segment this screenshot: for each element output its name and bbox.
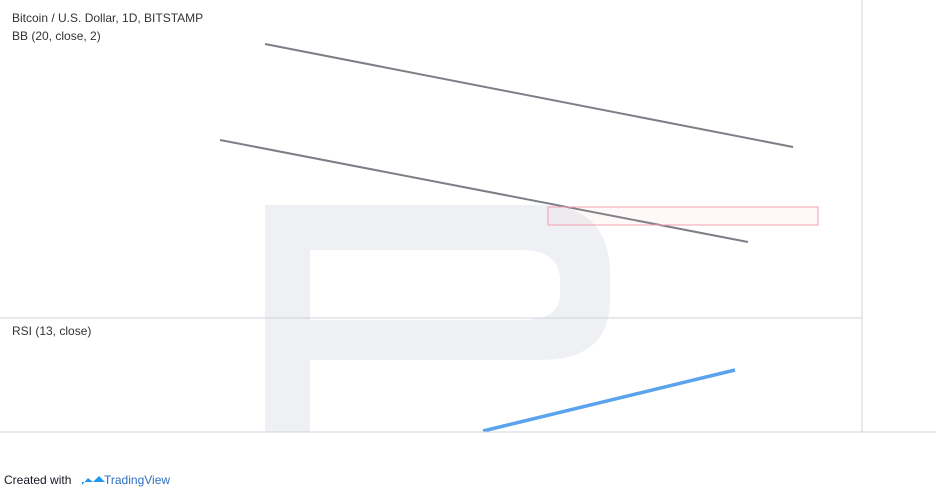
footer-brand[interactable]: TradingView [104,473,170,487]
chart-title: Bitcoin / U.S. Dollar, 1D, BITSTAMP [12,11,203,25]
rsi-trendline [482,368,736,433]
footer-text: Created with [4,473,71,487]
tv-logo[interactable] [82,476,105,485]
channel-upper [264,43,794,148]
drawings [219,43,819,433]
rsi-label: RSI (13, close) [12,324,91,338]
target-zone [547,206,819,226]
indicator-label: BB (20, close, 2) [12,29,101,43]
